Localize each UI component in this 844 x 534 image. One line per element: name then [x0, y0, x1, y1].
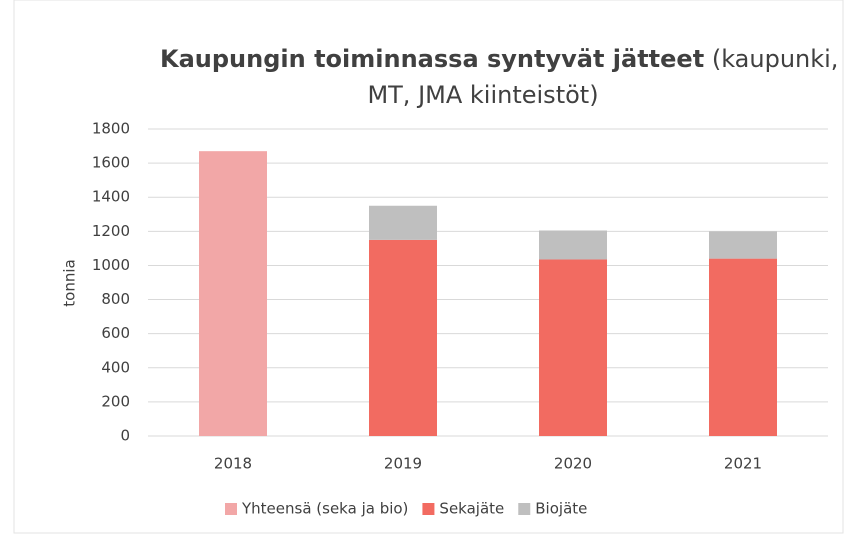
bar-segment: [369, 205, 437, 240]
y-tick-label: 600: [101, 324, 130, 342]
x-tick-label: 2021: [724, 455, 762, 473]
bar-segment: [539, 259, 607, 436]
legend-label: Biojäte: [535, 500, 587, 518]
bar-segment: [199, 151, 267, 436]
y-tick-label: 1600: [92, 154, 130, 172]
x-tick-label: 2019: [384, 455, 422, 473]
chart-title-line2: MT, JMA kiinteistöt): [367, 81, 598, 109]
y-tick-label: 0: [120, 427, 130, 445]
chart-title: Kaupungin toiminnassa syntyvät jätteet (…: [160, 45, 838, 73]
bar-segment: [539, 230, 607, 260]
bar-segment: [709, 231, 777, 259]
bar-segment: [369, 239, 437, 436]
y-tick-label: 1400: [92, 188, 130, 206]
x-tick-label: 2018: [214, 455, 252, 473]
x-tick-label: 2020: [554, 455, 592, 473]
y-axis-label: tonnia: [61, 259, 79, 306]
title-rest: (kaupunki,: [712, 45, 839, 73]
legend-swatch: [422, 503, 435, 515]
title-bold: Kaupungin toiminnassa syntyvät jätteet: [160, 45, 704, 73]
legend-label: Sekajäte: [439, 500, 504, 518]
legend-label: Yhteensä (seka ja bio): [241, 500, 408, 518]
y-tick-label: 800: [101, 290, 130, 308]
y-tick-label: 1000: [92, 256, 130, 274]
bar-segment: [709, 258, 777, 436]
y-tick-label: 1200: [92, 222, 130, 240]
y-tick-label: 400: [101, 358, 130, 376]
legend-swatch: [518, 503, 531, 515]
y-tick-label: 200: [101, 392, 130, 410]
y-tick-label: 1800: [92, 120, 130, 138]
legend-swatch: [225, 503, 237, 515]
